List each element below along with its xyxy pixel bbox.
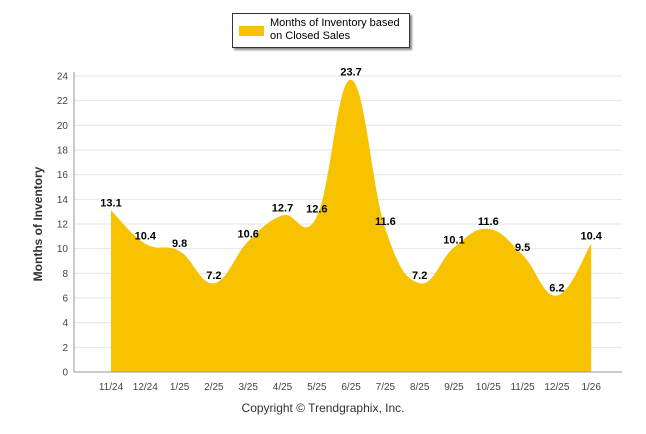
legend-swatch <box>239 26 264 36</box>
data-label: 23.7 <box>340 67 361 79</box>
data-label: 9.8 <box>172 238 187 250</box>
y-tick-label: 22 <box>57 96 69 107</box>
data-label: 10.1 <box>443 234 464 246</box>
y-tick-label: 6 <box>62 294 68 305</box>
data-label: 12.7 <box>272 202 293 214</box>
y-tick-label: 20 <box>57 121 69 132</box>
x-tick-label: 11/24 <box>99 382 124 393</box>
y-tick-label: 18 <box>57 146 69 157</box>
data-label: 6.2 <box>549 283 564 295</box>
data-label: 11.6 <box>375 216 396 228</box>
data-label: 7.2 <box>412 270 427 282</box>
y-tick-label: 10 <box>57 244 69 255</box>
legend: Months of Inventory based on Closed Sale… <box>232 13 410 48</box>
x-tick-label: 9/25 <box>444 382 464 393</box>
data-label: 13.1 <box>100 197 121 209</box>
x-tick-label: 11/25 <box>510 382 535 393</box>
y-tick-label: 2 <box>62 343 68 354</box>
x-tick-label: 4/25 <box>273 382 293 393</box>
data-label: 12.6 <box>306 204 327 216</box>
x-tick-label: 3/25 <box>238 382 258 393</box>
data-label: 10.4 <box>135 231 157 243</box>
data-label: 11.6 <box>478 216 499 228</box>
x-tick-label: 6/25 <box>341 382 361 393</box>
y-tick-label: 12 <box>57 220 69 231</box>
y-tick-label: 14 <box>57 195 69 206</box>
y-axis-title: Months of Inventory <box>31 166 45 281</box>
x-tick-label: 10/25 <box>476 382 501 393</box>
x-tick-label: 12/24 <box>133 382 158 393</box>
y-tick-label: 0 <box>62 368 68 379</box>
y-tick-label: 24 <box>57 72 69 83</box>
data-label: 10.6 <box>237 228 258 240</box>
x-tick-label: 1/25 <box>170 382 190 393</box>
x-tick-label: 12/25 <box>544 382 569 393</box>
x-tick-label: 2/25 <box>204 382 224 393</box>
y-tick-label: 4 <box>62 318 68 329</box>
copyright-text: Copyright © Trendgraphix, Inc. <box>241 401 405 415</box>
legend-label: Months of Inventory based on Closed Sale… <box>270 17 400 42</box>
y-tick-label: 8 <box>62 269 68 280</box>
x-tick-label: 7/25 <box>376 382 396 393</box>
area-series <box>111 79 592 372</box>
x-tick-label: 8/25 <box>410 382 430 393</box>
y-tick-label: 16 <box>57 170 69 181</box>
data-label: 10.4 <box>580 231 602 243</box>
data-label: 7.2 <box>206 270 221 282</box>
x-tick-label: 5/25 <box>307 382 327 393</box>
x-tick-label: 1/26 <box>581 382 601 393</box>
data-label: 9.5 <box>515 242 530 254</box>
